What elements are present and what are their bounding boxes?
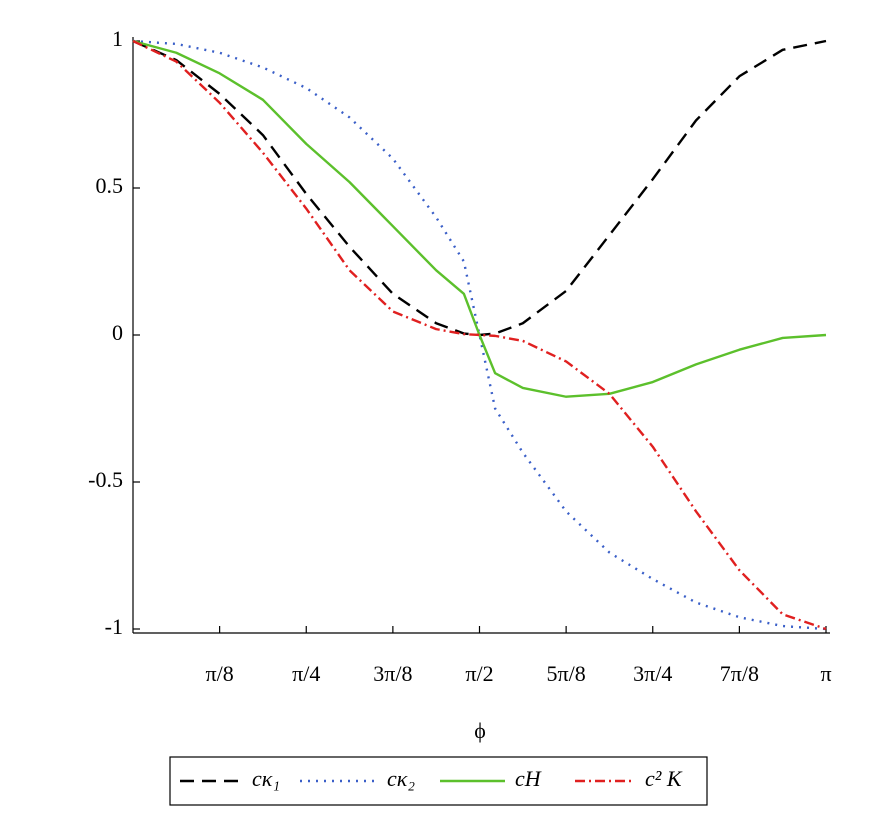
legend-label: cκ₂ bbox=[387, 766, 415, 791]
series-line bbox=[132, 39, 827, 398]
legend-label: cκ₁ bbox=[252, 766, 280, 791]
x-tick-label: π bbox=[820, 661, 831, 686]
y-tick-label: 0.5 bbox=[96, 173, 124, 198]
legend-box bbox=[169, 756, 708, 806]
x-tick-label: π/8 bbox=[206, 661, 234, 686]
x-axis-label: ϕ bbox=[474, 718, 486, 743]
y-tick-label: 1 bbox=[112, 26, 123, 51]
legend-label: cH bbox=[515, 766, 542, 791]
y-tick-label: 0 bbox=[112, 320, 123, 345]
x-tick-label: π/4 bbox=[292, 661, 320, 686]
y-tick-label: -0.5 bbox=[88, 467, 123, 492]
legend-label: c² K bbox=[645, 766, 683, 791]
series-line bbox=[132, 39, 827, 631]
x-tick-label: 7π/8 bbox=[720, 661, 759, 686]
y-tick-label: -1 bbox=[105, 614, 123, 639]
x-tick-label: 3π/4 bbox=[633, 661, 672, 686]
x-tick-label: 3π/8 bbox=[373, 661, 412, 686]
x-tick-label: π/2 bbox=[465, 661, 493, 686]
x-tick-label: 5π/8 bbox=[547, 661, 586, 686]
